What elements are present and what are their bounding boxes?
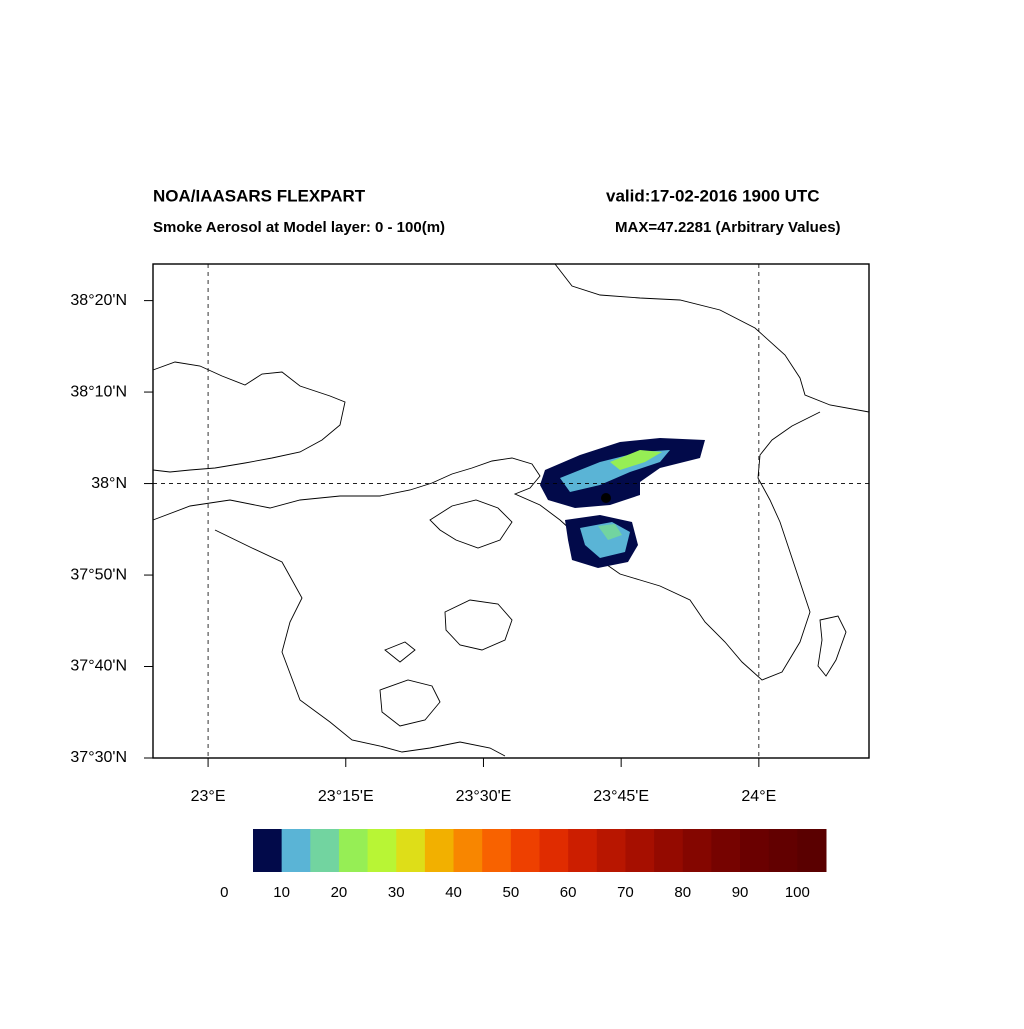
colorbar-label: 60 (560, 884, 577, 901)
x-tick-label: 23°30'E (456, 788, 512, 805)
colorbar-swatch (338, 829, 369, 872)
y-tick-label: 38°20'N (70, 292, 127, 309)
colorbar-swatch (310, 829, 340, 872)
x-tick-label: 23°E (191, 788, 226, 805)
colorbar: 0 10 20 30 40 50 60 70 80 90 100 (220, 829, 827, 901)
colorbar-swatch (396, 829, 426, 872)
colorbar-swatch (539, 829, 569, 872)
colorbar-label: 70 (617, 884, 634, 901)
x-tick-label: 23°15'E (318, 788, 374, 805)
valid-time: valid:17-02-2016 1900 UTC (606, 186, 820, 205)
colorbar-label: 50 (503, 884, 520, 901)
colorbar-swatch (625, 829, 655, 872)
source-marker (601, 493, 611, 503)
colorbar-label: 10 (273, 884, 290, 901)
y-tick-label: 37°40'N (70, 658, 127, 675)
smoke-plume (540, 438, 705, 568)
colorbar-label: 80 (674, 884, 691, 901)
map-frame (152, 263, 870, 759)
x-tick-label: 24°E (741, 788, 776, 805)
colorbar-label: 30 (388, 884, 405, 901)
colorbar-swatch (367, 829, 397, 872)
colorbar-swatch (740, 829, 770, 872)
colorbar-label: 90 (732, 884, 749, 901)
y-tick-label: 37°50'N (70, 566, 127, 583)
colorbar-swatch (797, 829, 827, 872)
colorbar-swatch (768, 829, 798, 872)
colorbar-swatch (568, 829, 598, 872)
map-axes: 23°E 23°15'E 23°30'E 23°45'E 24°E 37°30'N 37°4… (70, 264, 869, 805)
colorbar-swatch (453, 829, 483, 872)
max-value: MAX=47.2281 (Arbitrary Values) (615, 219, 841, 236)
colorbar-swatch (482, 829, 512, 872)
colorbar-label: 20 (331, 884, 348, 901)
y-tick-label: 38°N (91, 475, 127, 492)
colorbar-label: 100 (785, 884, 810, 901)
colorbar-swatch (253, 829, 283, 872)
colorbar-swatch (424, 829, 455, 872)
colorbar-swatch (281, 829, 311, 872)
colorbar-label: 40 (445, 884, 462, 901)
colorbar-swatch (654, 829, 684, 872)
colorbar-swatch (711, 829, 741, 872)
colorbar-label: 0 (220, 884, 228, 901)
y-tick-label: 37°30'N (70, 749, 127, 766)
colorbar-swatch (596, 829, 626, 872)
y-tick-label: 38°10'N (70, 383, 127, 400)
colorbar-swatch (682, 829, 712, 872)
colorbar-swatch (510, 829, 540, 872)
title: NOA/IAASARS FLEXPART (153, 186, 366, 205)
x-tick-label: 23°45'E (593, 788, 649, 805)
subtitle: Smoke Aerosol at Model layer: 0 - 100(m) (153, 219, 445, 236)
